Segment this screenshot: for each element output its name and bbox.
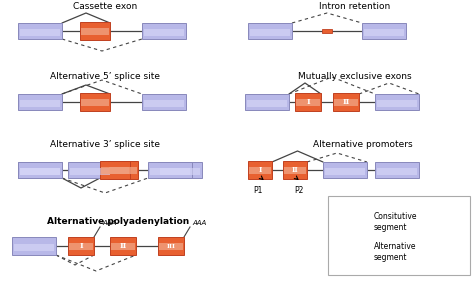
FancyBboxPatch shape	[160, 168, 200, 175]
FancyBboxPatch shape	[340, 221, 366, 226]
FancyBboxPatch shape	[100, 161, 130, 179]
Text: II: II	[119, 242, 127, 250]
Text: P2: P2	[294, 186, 304, 195]
Text: Alternative promoters: Alternative promoters	[313, 140, 413, 149]
FancyBboxPatch shape	[284, 167, 306, 173]
Text: Cassette exon: Cassette exon	[73, 2, 137, 11]
Text: I: I	[79, 242, 83, 250]
FancyBboxPatch shape	[18, 23, 62, 39]
FancyBboxPatch shape	[250, 29, 290, 36]
FancyBboxPatch shape	[80, 22, 110, 40]
FancyBboxPatch shape	[108, 161, 138, 179]
FancyBboxPatch shape	[159, 243, 183, 250]
FancyBboxPatch shape	[375, 94, 419, 110]
FancyBboxPatch shape	[150, 168, 190, 175]
Text: AAA: AAA	[102, 220, 116, 226]
FancyBboxPatch shape	[18, 94, 62, 110]
FancyBboxPatch shape	[338, 245, 368, 259]
Text: III: III	[166, 243, 175, 248]
FancyBboxPatch shape	[14, 244, 54, 251]
FancyBboxPatch shape	[81, 99, 109, 105]
Text: Alternative
segment: Alternative segment	[374, 242, 417, 262]
FancyBboxPatch shape	[375, 162, 419, 178]
FancyBboxPatch shape	[338, 215, 368, 229]
FancyBboxPatch shape	[142, 23, 186, 39]
Text: P1: P1	[253, 186, 263, 195]
Text: Alternative 3’ splice site: Alternative 3’ splice site	[50, 140, 160, 149]
FancyBboxPatch shape	[339, 250, 367, 255]
Text: I: I	[306, 98, 310, 106]
FancyBboxPatch shape	[68, 162, 112, 178]
FancyBboxPatch shape	[18, 162, 62, 178]
FancyBboxPatch shape	[18, 162, 62, 178]
FancyBboxPatch shape	[248, 161, 272, 179]
FancyBboxPatch shape	[20, 100, 60, 107]
FancyBboxPatch shape	[80, 93, 110, 111]
FancyBboxPatch shape	[142, 94, 186, 110]
Text: II: II	[342, 98, 350, 106]
FancyBboxPatch shape	[328, 196, 470, 275]
FancyBboxPatch shape	[364, 29, 404, 36]
FancyBboxPatch shape	[144, 29, 184, 36]
FancyBboxPatch shape	[377, 168, 417, 175]
FancyBboxPatch shape	[249, 167, 271, 173]
FancyBboxPatch shape	[295, 93, 321, 111]
FancyBboxPatch shape	[20, 29, 60, 36]
FancyBboxPatch shape	[322, 29, 332, 33]
FancyBboxPatch shape	[362, 23, 406, 39]
FancyBboxPatch shape	[109, 167, 137, 173]
Text: AAA: AAA	[192, 220, 206, 226]
FancyBboxPatch shape	[158, 162, 202, 178]
FancyBboxPatch shape	[245, 94, 289, 110]
Text: Intron retention: Intron retention	[319, 2, 391, 11]
FancyBboxPatch shape	[69, 243, 93, 250]
FancyBboxPatch shape	[81, 28, 109, 35]
FancyBboxPatch shape	[101, 167, 129, 173]
FancyBboxPatch shape	[20, 168, 60, 175]
Text: Alternative 5’ splice site: Alternative 5’ splice site	[50, 72, 160, 81]
FancyBboxPatch shape	[323, 162, 367, 178]
FancyBboxPatch shape	[12, 237, 56, 255]
FancyBboxPatch shape	[377, 100, 417, 107]
FancyBboxPatch shape	[110, 237, 136, 255]
FancyBboxPatch shape	[68, 237, 94, 255]
Text: Alternative polyadenylation: Alternative polyadenylation	[47, 217, 189, 226]
FancyBboxPatch shape	[248, 23, 292, 39]
FancyBboxPatch shape	[158, 237, 184, 255]
FancyBboxPatch shape	[296, 99, 320, 105]
Text: Consitutive
segment: Consitutive segment	[374, 212, 418, 232]
Text: II: II	[292, 166, 298, 174]
FancyBboxPatch shape	[334, 99, 358, 105]
FancyBboxPatch shape	[148, 162, 192, 178]
FancyBboxPatch shape	[144, 100, 184, 107]
FancyBboxPatch shape	[20, 168, 60, 175]
FancyBboxPatch shape	[325, 168, 365, 175]
FancyBboxPatch shape	[283, 161, 307, 179]
Text: Mutually exclusive exons: Mutually exclusive exons	[298, 72, 412, 81]
FancyBboxPatch shape	[70, 168, 110, 175]
FancyBboxPatch shape	[247, 100, 287, 107]
FancyBboxPatch shape	[333, 93, 359, 111]
FancyBboxPatch shape	[111, 243, 135, 250]
Text: I: I	[258, 166, 262, 174]
